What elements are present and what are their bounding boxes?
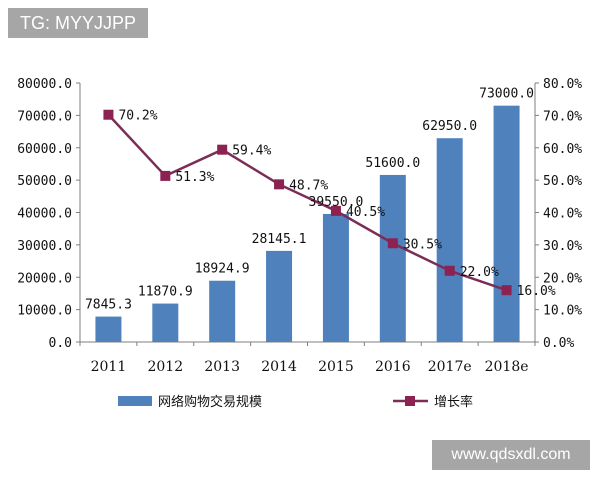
- x-tick-label: 2013: [204, 359, 240, 375]
- growth-marker: [103, 109, 114, 120]
- y-right-tick-label: 40.0%: [543, 207, 582, 222]
- y-left-tick-label: 30000.0: [17, 239, 72, 254]
- x-tick-label: 2016: [375, 359, 411, 375]
- bar-value-label: 7845.3: [85, 298, 132, 313]
- y-right-tick-label: 80.0%: [543, 77, 582, 92]
- growth-marker: [330, 205, 341, 216]
- bar: [266, 250, 293, 342]
- growth-marker: [160, 170, 171, 181]
- growth-line-series: [103, 109, 512, 296]
- bar: [95, 316, 122, 342]
- bar-value-label: 18924.9: [195, 262, 250, 277]
- legend-line-label: 增长率: [434, 394, 473, 410]
- y-right-tick-label: 70.0%: [543, 109, 582, 124]
- growth-line: [107, 113, 507, 292]
- y-left-tick-label: 70000.0: [17, 109, 72, 124]
- growth-value-label: 51.3%: [175, 170, 214, 185]
- growth-value-label: 30.5%: [403, 237, 442, 252]
- growth-marker: [444, 265, 455, 276]
- y-right-tick-label: 0.0%: [543, 336, 574, 351]
- y-right-tick-label: 10.0%: [543, 304, 582, 319]
- growth-value-label: 70.2%: [118, 109, 157, 124]
- bar-value-label: 28145.1: [252, 232, 307, 247]
- y-right-tick-label: 60.0%: [543, 142, 582, 157]
- growth-value-label: 22.0%: [460, 265, 499, 280]
- legend-bar-label: 网络购物交易规模: [158, 394, 262, 410]
- bar-value-label: 39550.0: [309, 195, 364, 210]
- growth-marker: [501, 285, 512, 296]
- y-left-tick-label: 20000.0: [17, 271, 72, 286]
- bar-series: [95, 105, 520, 342]
- growth-value-label: 59.4%: [232, 144, 271, 159]
- x-tick-label: 2017e: [428, 359, 472, 375]
- bar: [322, 213, 349, 342]
- x-tick-label: 2015: [318, 359, 354, 375]
- bar-value-label: 51600.0: [365, 156, 420, 171]
- bar-value-label: 62950.0: [422, 119, 477, 134]
- chart-axes: 0.0 10000.0 20000.0 30000.0 40000.0 50000.0 60…: [17, 77, 582, 375]
- chart-legend: 网络购物交易规模 增长率: [118, 394, 473, 410]
- bar-value-label: 73000.0: [479, 87, 534, 102]
- y-right-tick-label: 20.0%: [543, 271, 582, 286]
- y-left-tick-label: 60000.0: [17, 142, 72, 157]
- bar: [436, 138, 463, 342]
- y-left-tick-label: 40000.0: [17, 207, 72, 222]
- y-left-tick-label: 80000.0: [17, 77, 72, 92]
- y-left-tick-label: 50000.0: [17, 174, 72, 189]
- watermark-top-left: TG: MYYJJPP: [8, 8, 148, 38]
- watermark-bottom-right: www.qdsxdl.com: [432, 440, 590, 470]
- legend-bar-swatch: [118, 396, 152, 406]
- y-left-tick-label: 10000.0: [17, 304, 72, 319]
- y-right-tick-label: 30.0%: [543, 239, 582, 254]
- x-tick-label: 2014: [261, 359, 297, 375]
- growth-marker: [387, 238, 398, 249]
- growth-value-label: 48.7%: [289, 178, 328, 193]
- growth-value-label: 16.0%: [517, 284, 556, 299]
- bar: [209, 280, 236, 342]
- x-tick-label: 2012: [147, 359, 183, 375]
- bar: [493, 105, 520, 342]
- growth-marker: [217, 144, 228, 155]
- x-tick-label: 2018e: [485, 359, 529, 375]
- growth-marker: [274, 179, 285, 190]
- growth-value-label: 40.5%: [346, 205, 385, 220]
- bar: [379, 174, 406, 342]
- bar-value-label: 11870.9: [138, 285, 193, 300]
- y-left-tick-label: 0.0: [49, 336, 72, 351]
- x-tick-label: 2011: [91, 359, 127, 375]
- y-right-tick-label: 50.0%: [543, 174, 582, 189]
- legend-line-marker: [405, 396, 415, 406]
- bar: [152, 303, 179, 342]
